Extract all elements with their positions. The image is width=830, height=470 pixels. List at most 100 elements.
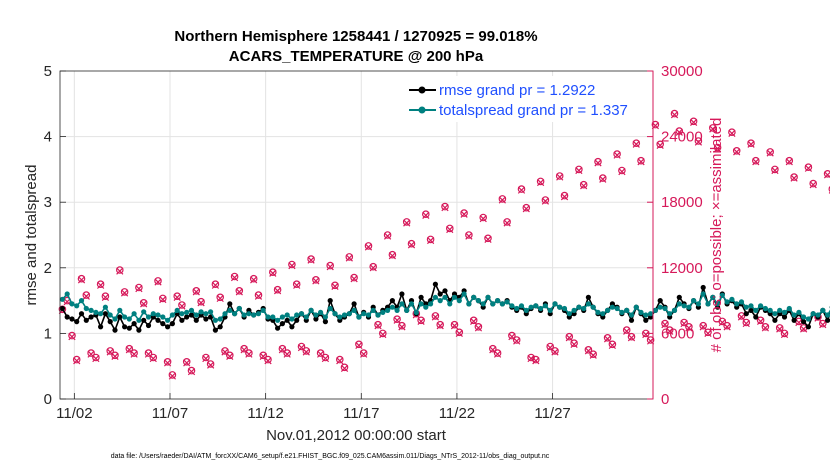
totalspread-point: [179, 311, 185, 317]
obs_possible-point: [221, 347, 229, 355]
rmse-point: [294, 317, 300, 323]
right-tick-label: 6000: [661, 325, 694, 342]
totalspread-point: [504, 299, 510, 305]
rmse-point: [179, 317, 185, 323]
rmse-point: [825, 317, 830, 323]
obs_possible-point: [756, 316, 765, 325]
totalspread-point: [59, 296, 65, 302]
obs_assimilated-point: [235, 288, 243, 296]
obs_possible-point: [345, 253, 354, 261]
obs_possible-point: [374, 320, 382, 329]
totalspread-point: [399, 301, 405, 307]
obs_assimilated-point: [713, 145, 722, 153]
obs_assimilated-point: [355, 341, 363, 350]
obs_assimilated-point: [264, 357, 272, 365]
rmse-point: [217, 324, 223, 330]
obs_possible-point: [704, 328, 712, 337]
obs_assimilated-point: [163, 359, 172, 367]
obs_possible-point: [202, 353, 210, 362]
totalspread-point: [600, 311, 606, 317]
obs_assimilated-point: [780, 330, 789, 339]
totalspread-point: [255, 311, 262, 317]
obs_possible-point: [77, 274, 86, 283]
rmse-point: [193, 317, 199, 323]
rmse-point: [748, 307, 754, 313]
rmse-point: [88, 314, 94, 320]
totalspread-point: [428, 301, 434, 307]
rmse-point: [279, 321, 285, 327]
obs_possible-point: [541, 196, 550, 204]
totalspread-point: [581, 305, 587, 312]
legend-rmse-marker: [418, 86, 426, 94]
obs_assimilated-point: [642, 330, 650, 339]
rmse-point: [112, 327, 118, 333]
obs_assimilated-point: [761, 324, 770, 332]
obs_possible-point: [192, 286, 201, 295]
obs_assimilated-point: [173, 293, 181, 301]
obs_assimilated-point: [374, 322, 382, 330]
totalspread-point: [69, 301, 75, 307]
rmse-point: [805, 324, 812, 330]
obs_possible-point: [111, 351, 119, 360]
rmse-point: [212, 327, 218, 333]
obs_possible-point: [469, 316, 478, 325]
obs_possible-point: [689, 117, 698, 126]
obs_assimilated-point: [656, 141, 664, 149]
totalspread-point: [662, 305, 668, 312]
rmse-point: [69, 316, 75, 322]
obs_assimilated-point: [178, 302, 186, 310]
obs_possible-point: [130, 349, 138, 357]
rmse-point: [145, 322, 152, 329]
totalspread-point: [145, 314, 152, 320]
obs_assimilated-point: [68, 333, 76, 341]
obs_possible-point: [603, 333, 612, 342]
obs_assimilated-point: [101, 293, 110, 301]
obs_assimilated-point: [159, 295, 167, 304]
obs_assimilated-point: [154, 278, 162, 286]
y-axis-label-right: # of obs: o=possible; ×=assimilated: [708, 118, 725, 353]
obs_possible-point: [388, 250, 397, 259]
obs_assimilated-point: [627, 334, 636, 342]
chart-title-line1: Northern Hemisphere 1258441 / 1270925 = …: [174, 28, 537, 45]
totalspread-point: [514, 305, 520, 312]
rmse-point: [74, 319, 80, 325]
obs_assimilated-point: [293, 281, 301, 289]
obs_assimilated-point: [465, 232, 473, 240]
left-tick-label: 2: [44, 260, 52, 277]
obs_assimilated-point: [417, 317, 425, 325]
totalspread-point: [193, 312, 199, 318]
obs_assimilated-point: [503, 219, 511, 227]
obs_assimilated-point: [460, 210, 468, 218]
totalspread-point: [624, 307, 630, 313]
totalspread-point: [294, 312, 300, 318]
obs_possible-point: [460, 209, 468, 217]
totalspread-point: [74, 303, 80, 309]
obs_assimilated-point: [565, 334, 573, 342]
obs_assimilated-point: [202, 354, 210, 363]
rmse-point: [64, 314, 70, 320]
totalspread-point: [758, 303, 764, 309]
obs_possible-point: [450, 320, 459, 329]
totalspread-point: [246, 311, 252, 317]
totalspread-series: [59, 291, 830, 323]
totalspread-point: [198, 309, 204, 315]
obs_assimilated-point: [360, 350, 368, 358]
rmse-point: [59, 305, 65, 312]
obs_assimilated-point: [273, 287, 282, 295]
obs_possible-point: [417, 316, 425, 325]
rmse-point: [117, 314, 123, 320]
obs_possible-point: [178, 301, 186, 309]
obs_possible-point: [775, 324, 784, 332]
totalspread-point: [509, 303, 515, 309]
obs_assimilated-point: [532, 357, 540, 365]
totalspread-point: [605, 307, 611, 313]
x-tick-label: 11/22: [439, 405, 475, 422]
rmse-point: [772, 317, 778, 323]
legend-rmse-label: rmse grand pr = 1.2922: [439, 82, 595, 99]
totalspread-point: [466, 301, 472, 307]
totalspread-point: [805, 316, 812, 322]
obs_possible-point: [646, 336, 655, 344]
obs_assimilated-point: [283, 350, 291, 358]
obs_possible-point: [249, 274, 258, 283]
